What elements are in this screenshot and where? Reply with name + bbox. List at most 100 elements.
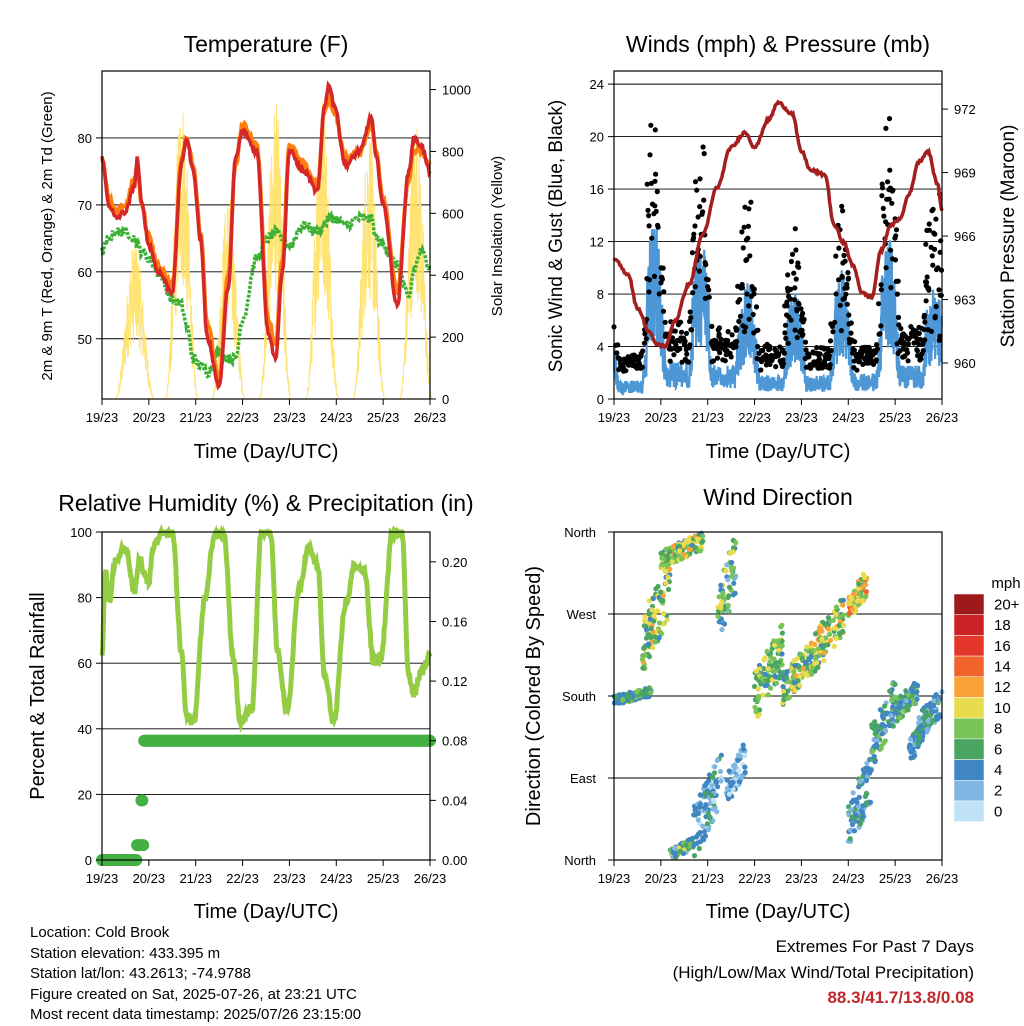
direction-point bbox=[650, 595, 656, 602]
extremes-title: Extremes For Past 7 Days bbox=[775, 937, 974, 956]
direction-point bbox=[692, 807, 698, 813]
gust-point bbox=[845, 270, 851, 276]
wind-ytick-label: 4 bbox=[597, 340, 604, 355]
gust-point bbox=[741, 329, 748, 335]
direction-point bbox=[784, 668, 791, 675]
direction-point bbox=[702, 833, 709, 839]
direction-point bbox=[648, 625, 654, 632]
direction-point bbox=[652, 639, 658, 645]
gust-point bbox=[905, 341, 912, 347]
gust-point bbox=[844, 301, 850, 307]
gust-point bbox=[798, 306, 804, 312]
rh-ytick-label: 0 bbox=[85, 853, 92, 868]
direction-point bbox=[855, 585, 861, 591]
gust-point bbox=[878, 287, 885, 293]
gust-point bbox=[672, 328, 678, 334]
gust-point bbox=[841, 252, 847, 258]
wind-ytick-label: 20 bbox=[590, 130, 604, 145]
gust-point bbox=[839, 274, 845, 280]
gust-point bbox=[746, 303, 752, 309]
gust-point bbox=[789, 251, 796, 257]
direction-point bbox=[931, 698, 937, 704]
precip-ytick-label: 0.08 bbox=[442, 734, 467, 749]
direction-point bbox=[725, 796, 732, 802]
direction-ytick-label: North bbox=[564, 525, 596, 540]
direction-point bbox=[850, 790, 856, 796]
direction-ytick-label: South bbox=[562, 689, 596, 704]
direction-point bbox=[816, 625, 823, 631]
colorbar-box bbox=[953, 738, 985, 760]
gust-point bbox=[803, 364, 809, 370]
direction-point bbox=[773, 680, 780, 686]
station-location: Location: Cold Brook bbox=[30, 924, 170, 941]
direction-point bbox=[797, 682, 803, 688]
gust-point bbox=[866, 360, 872, 366]
gust-point bbox=[782, 322, 789, 328]
gust-point bbox=[750, 311, 756, 318]
direction-point bbox=[847, 610, 853, 616]
gust-point bbox=[796, 301, 802, 307]
gust-point bbox=[736, 318, 742, 324]
direction-point bbox=[742, 764, 748, 770]
direction-point bbox=[656, 634, 662, 641]
gust-point bbox=[685, 359, 692, 365]
gust-point bbox=[643, 336, 649, 342]
direction-point bbox=[729, 573, 735, 579]
direction-point bbox=[641, 623, 648, 629]
colorbar-box bbox=[953, 614, 985, 636]
colorbar-label: 2 bbox=[994, 783, 1002, 800]
direction-point bbox=[854, 598, 861, 604]
solar-ylabel: Solar Insolation (Yellow) bbox=[489, 156, 506, 316]
direction-point bbox=[634, 689, 640, 695]
direction-point bbox=[882, 703, 888, 709]
direction-point bbox=[669, 555, 675, 561]
extremes-box: Extremes For Past 7 Days (High/Low/Max W… bbox=[673, 934, 974, 1011]
gust-point bbox=[646, 223, 652, 229]
wind-xtick-label: 22/23 bbox=[738, 410, 771, 425]
direction-point bbox=[640, 665, 646, 671]
winds-pressure-chart: Winds (mph) & Pressure (mb) Time (Day/UT… bbox=[546, 31, 1019, 463]
direction-point bbox=[642, 618, 648, 624]
gust-point bbox=[737, 313, 744, 319]
direction-point bbox=[647, 616, 653, 622]
gust-point bbox=[682, 342, 688, 348]
direction-point bbox=[863, 589, 870, 595]
direction-point bbox=[791, 680, 798, 686]
gust-point bbox=[851, 347, 858, 353]
direction-point bbox=[641, 645, 647, 651]
direction-point bbox=[662, 568, 668, 574]
gust-point bbox=[914, 348, 921, 354]
gust-point bbox=[649, 235, 655, 241]
direction-point bbox=[759, 675, 765, 681]
gust-point bbox=[653, 208, 659, 214]
direction-point bbox=[709, 792, 715, 799]
gust-point bbox=[646, 213, 652, 219]
colorbar-label: 0 bbox=[994, 803, 1002, 820]
gust-point bbox=[780, 361, 787, 367]
gust-point bbox=[788, 286, 794, 292]
pressure-line bbox=[612, 99, 944, 350]
direction-point bbox=[701, 829, 708, 835]
direction-point bbox=[669, 559, 675, 565]
direction-point bbox=[924, 702, 930, 708]
direction-point bbox=[825, 615, 832, 621]
gust-point bbox=[923, 241, 929, 247]
direction-point bbox=[872, 731, 878, 737]
gust-point bbox=[737, 297, 743, 303]
gust-point bbox=[892, 257, 899, 263]
gust-point bbox=[826, 353, 833, 359]
gust-point bbox=[667, 358, 673, 364]
colorbar-box bbox=[953, 780, 985, 802]
gust-point bbox=[793, 276, 799, 282]
gust-point bbox=[623, 368, 629, 374]
gust-point bbox=[801, 316, 807, 323]
gust-point bbox=[696, 268, 703, 274]
gust-point bbox=[883, 125, 889, 131]
gust-point bbox=[744, 257, 750, 263]
gust-point bbox=[926, 227, 933, 233]
direction-point bbox=[664, 553, 670, 559]
direction-point bbox=[699, 539, 705, 545]
wind-xtick-label: 24/23 bbox=[832, 410, 865, 425]
gust-point bbox=[700, 144, 706, 150]
gust-point bbox=[893, 227, 900, 233]
